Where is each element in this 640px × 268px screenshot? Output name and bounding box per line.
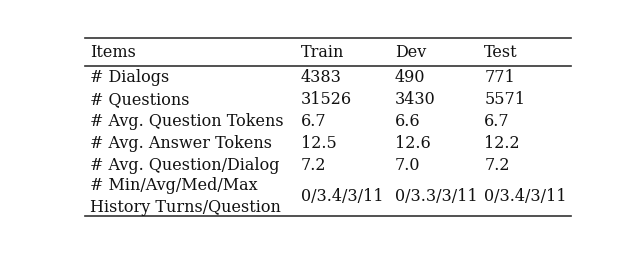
Text: 31526: 31526 [301,91,352,108]
Text: 12.2: 12.2 [484,135,520,152]
Text: # Avg. Answer Tokens: # Avg. Answer Tokens [90,135,272,152]
Text: Test: Test [484,44,518,61]
Text: 4383: 4383 [301,69,342,86]
Text: 7.2: 7.2 [301,157,326,174]
Text: Items: Items [90,44,136,61]
Text: # Questions: # Questions [90,91,189,108]
Text: Train: Train [301,44,344,61]
Text: 6.7: 6.7 [301,113,326,130]
Text: 12.6: 12.6 [395,135,431,152]
Text: 0/3.4/3/11: 0/3.4/3/11 [484,188,567,205]
Text: # Avg. Question/Dialog: # Avg. Question/Dialog [90,157,280,174]
Text: # Min/Avg/Med/Max
History Turns/Question: # Min/Avg/Med/Max History Turns/Question [90,177,281,216]
Text: 5571: 5571 [484,91,525,108]
Text: 771: 771 [484,69,515,86]
Text: 3430: 3430 [395,91,436,108]
Text: 490: 490 [395,69,426,86]
Text: 0/3.4/3/11: 0/3.4/3/11 [301,188,383,205]
Text: Dev: Dev [395,44,426,61]
Text: # Avg. Question Tokens: # Avg. Question Tokens [90,113,284,130]
Text: 12.5: 12.5 [301,135,337,152]
Text: 6.7: 6.7 [484,113,510,130]
Text: # Dialogs: # Dialogs [90,69,169,86]
Text: 6.6: 6.6 [395,113,420,130]
Text: 7.0: 7.0 [395,157,420,174]
Text: 7.2: 7.2 [484,157,509,174]
Text: 0/3.3/3/11: 0/3.3/3/11 [395,188,477,205]
